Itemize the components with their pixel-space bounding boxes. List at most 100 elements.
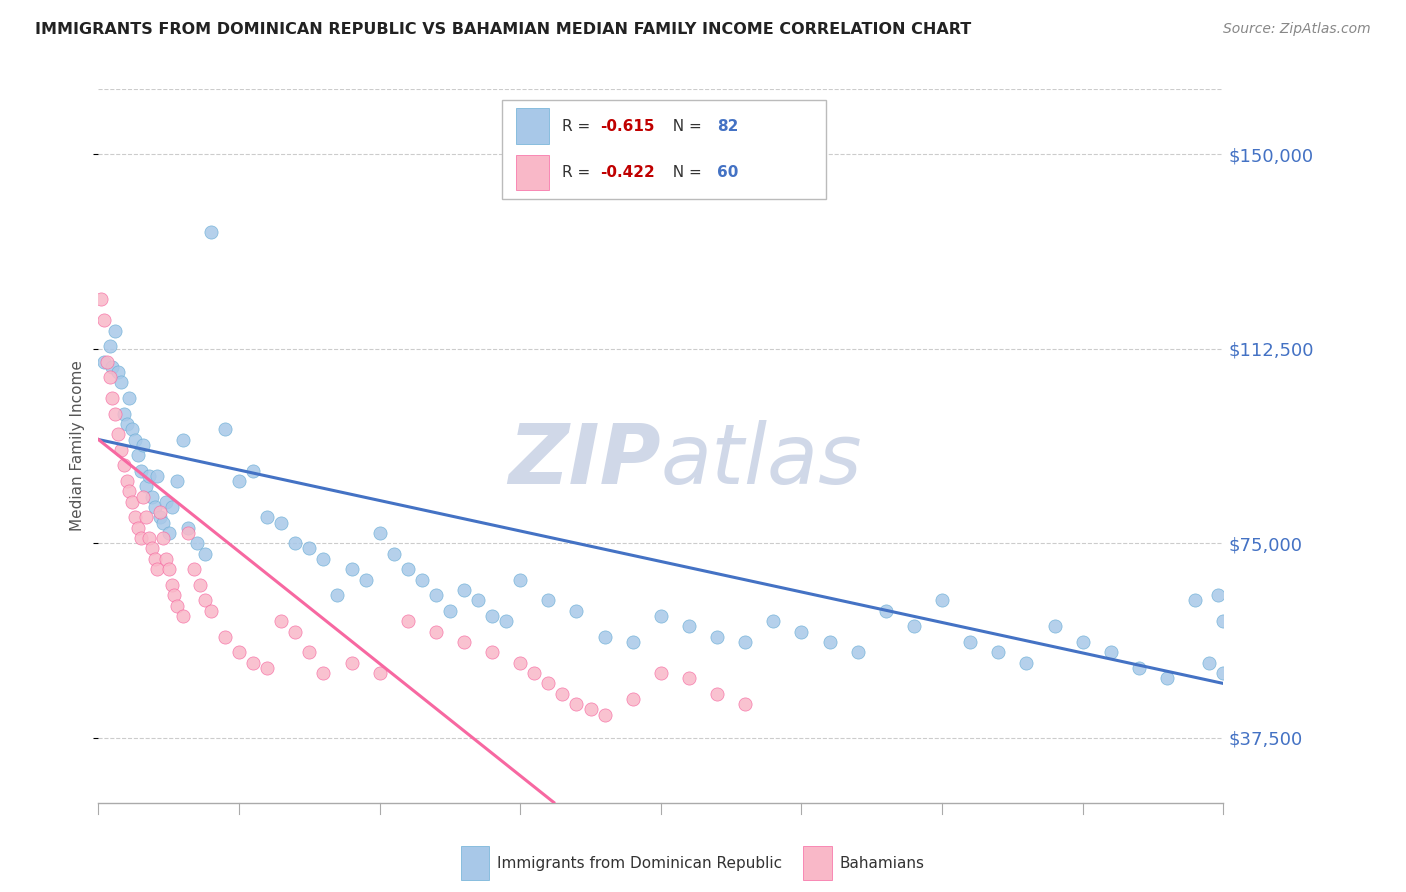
Point	[115, 474, 138, 488]
Point	[481, 645, 503, 659]
Point	[112, 458, 135, 473]
Point	[650, 666, 672, 681]
Point	[762, 614, 785, 628]
Point	[107, 365, 129, 379]
Point	[593, 630, 616, 644]
Point	[734, 697, 756, 711]
Point	[593, 707, 616, 722]
Point	[425, 588, 447, 602]
Point	[284, 536, 307, 550]
Point	[96, 354, 118, 368]
Point	[1184, 593, 1206, 607]
Point	[411, 573, 433, 587]
Point	[453, 635, 475, 649]
Point	[141, 541, 163, 556]
Point	[565, 604, 588, 618]
Point	[298, 541, 321, 556]
Point	[110, 376, 132, 390]
Point	[270, 614, 292, 628]
Point	[368, 525, 391, 540]
Point	[214, 630, 236, 644]
Point	[118, 391, 141, 405]
Point	[256, 661, 278, 675]
Point	[509, 656, 531, 670]
Point	[228, 645, 250, 659]
Text: R =: R =	[562, 165, 595, 180]
Point	[121, 495, 143, 509]
Point	[706, 687, 728, 701]
Point	[1015, 656, 1038, 670]
Point	[453, 582, 475, 597]
Point	[98, 370, 121, 384]
Text: IMMIGRANTS FROM DOMINICAN REPUBLIC VS BAHAMIAN MEDIAN FAMILY INCOME CORRELATION : IMMIGRANTS FROM DOMINICAN REPUBLIC VS BA…	[35, 22, 972, 37]
Point	[124, 510, 146, 524]
Point	[959, 635, 981, 649]
Point	[579, 702, 602, 716]
Point	[1198, 656, 1220, 670]
Point	[537, 593, 560, 607]
Point	[734, 635, 756, 649]
Point	[354, 573, 377, 587]
Text: N =: N =	[662, 119, 706, 134]
Point	[551, 687, 574, 701]
Text: Bahamians: Bahamians	[839, 855, 925, 871]
Point	[104, 407, 127, 421]
Point	[987, 645, 1010, 659]
Text: ZIP: ZIP	[508, 420, 661, 500]
Point	[678, 619, 700, 633]
Point	[242, 656, 264, 670]
Point	[146, 468, 169, 483]
Point	[160, 500, 183, 514]
Point	[172, 609, 194, 624]
Point	[467, 593, 489, 607]
Point	[1099, 645, 1122, 659]
Point	[495, 614, 517, 628]
Point	[678, 671, 700, 685]
Point	[396, 614, 419, 628]
Point	[621, 692, 644, 706]
Point	[846, 645, 869, 659]
Point	[256, 510, 278, 524]
Point	[138, 531, 160, 545]
Point	[425, 624, 447, 639]
Point	[188, 578, 211, 592]
Point	[127, 521, 149, 535]
Point	[135, 510, 157, 524]
Point	[157, 525, 180, 540]
Point	[298, 645, 321, 659]
Text: Immigrants from Dominican Republic: Immigrants from Dominican Republic	[498, 855, 782, 871]
Text: Source: ZipAtlas.com: Source: ZipAtlas.com	[1223, 22, 1371, 37]
Point	[124, 433, 146, 447]
Point	[129, 464, 152, 478]
Point	[194, 547, 217, 561]
Point	[312, 666, 335, 681]
Point	[214, 422, 236, 436]
Point	[132, 490, 155, 504]
Point	[818, 635, 841, 649]
Point	[1212, 666, 1234, 681]
Point	[121, 422, 143, 436]
Point	[326, 588, 349, 602]
Point	[149, 505, 172, 519]
Point	[183, 562, 205, 576]
FancyBboxPatch shape	[803, 846, 832, 880]
Point	[107, 427, 129, 442]
Point	[129, 531, 152, 545]
Point	[112, 407, 135, 421]
Text: atlas: atlas	[661, 420, 862, 500]
Point	[481, 609, 503, 624]
FancyBboxPatch shape	[502, 100, 827, 199]
Point	[132, 438, 155, 452]
Point	[1043, 619, 1066, 633]
Point	[1071, 635, 1094, 649]
Point	[157, 562, 180, 576]
Point	[340, 656, 363, 670]
FancyBboxPatch shape	[516, 154, 548, 190]
Point	[1156, 671, 1178, 685]
Point	[523, 666, 546, 681]
Point	[270, 516, 292, 530]
Point	[200, 225, 222, 239]
Point	[172, 433, 194, 447]
Point	[163, 588, 186, 602]
Text: -0.422: -0.422	[600, 165, 655, 180]
